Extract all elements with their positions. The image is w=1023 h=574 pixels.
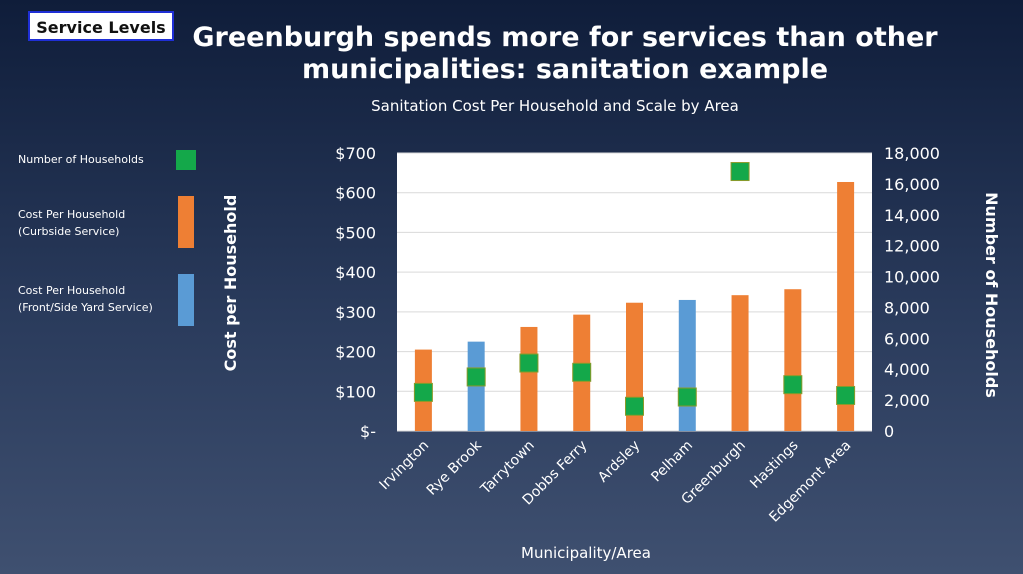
bar-cost <box>520 326 538 431</box>
legend-label: Cost Per Household (Curbside Service) <box>18 206 125 240</box>
household-marker <box>519 353 539 373</box>
y-tick-label: $500 <box>335 223 376 242</box>
household-marker <box>466 367 486 387</box>
household-marker <box>413 382 433 402</box>
household-marker <box>730 162 750 182</box>
household-marker <box>783 375 803 395</box>
chart-subtitle: Sanitation Cost Per Household and Scale … <box>371 97 739 115</box>
x-axis-title: Municipality/Area <box>521 544 651 562</box>
legend-label-line: (Front/Side Yard Service) <box>18 301 153 314</box>
legend-label: Number of Households <box>18 151 144 168</box>
y2-tick-label: 2,000 <box>884 391 930 410</box>
y-tick-label: $400 <box>335 263 376 282</box>
y-tick-label: $- <box>360 422 376 441</box>
legend-label-line: Cost Per Household <box>18 284 126 297</box>
title-line-1: Greenburgh spends more for services than… <box>192 22 938 53</box>
x-tick-label: Rye Brook <box>424 437 486 499</box>
legend-label: Cost Per Household (Front/Side Yard Serv… <box>18 282 153 316</box>
bar-cost <box>731 295 749 431</box>
household-marker <box>677 387 697 407</box>
x-tick-label: Ardsley <box>595 438 643 486</box>
y-axis-title: Cost per Household <box>221 195 240 372</box>
y-tick-label: $300 <box>335 303 376 322</box>
page-title: Greenburgh spends more for services than… <box>190 22 940 86</box>
legend-label-line: Cost Per Household <box>18 208 126 221</box>
chart-legend: Number of Households Cost Per Household … <box>14 140 214 340</box>
bar-cost <box>678 299 696 431</box>
household-marker <box>836 385 856 405</box>
title-line-2: municipalities: sanitation example <box>301 54 829 85</box>
legend-label-line: Number of Households <box>18 153 144 166</box>
service-levels-tag: Service Levels <box>28 11 174 41</box>
y2-tick-label: 0 <box>884 422 894 441</box>
x-tick-label: Hastings <box>747 438 801 492</box>
household-marker <box>625 396 644 416</box>
y2-axis-title: Number of Households <box>982 192 1001 398</box>
legend-swatch-curbside <box>178 196 194 248</box>
x-tick-label: Irvington <box>377 438 433 494</box>
y2-tick-label: 12,000 <box>884 237 940 256</box>
y2-tick-label: 8,000 <box>884 298 930 317</box>
y-tick-label: $200 <box>335 343 376 362</box>
legend-swatch-households <box>176 150 196 170</box>
y2-tick-label: 14,000 <box>884 206 940 225</box>
y2-tick-label: 18,000 <box>884 144 940 163</box>
bar-cost <box>837 181 855 431</box>
legend-label-line: (Curbside Service) <box>18 225 120 238</box>
x-tick-label: Pelham <box>648 438 696 486</box>
y2-tick-label: 6,000 <box>884 329 930 348</box>
bar-cost <box>784 289 802 431</box>
y-tick-label: $100 <box>335 382 376 401</box>
y-tick-label: $700 <box>335 144 376 163</box>
y2-tick-label: 16,000 <box>884 175 940 194</box>
household-marker <box>572 362 592 382</box>
y-tick-label: $600 <box>335 184 376 203</box>
y2-tick-label: 10,000 <box>884 268 940 287</box>
legend-swatch-front-side-yard <box>178 274 194 326</box>
y2-tick-label: 4,000 <box>884 360 930 379</box>
